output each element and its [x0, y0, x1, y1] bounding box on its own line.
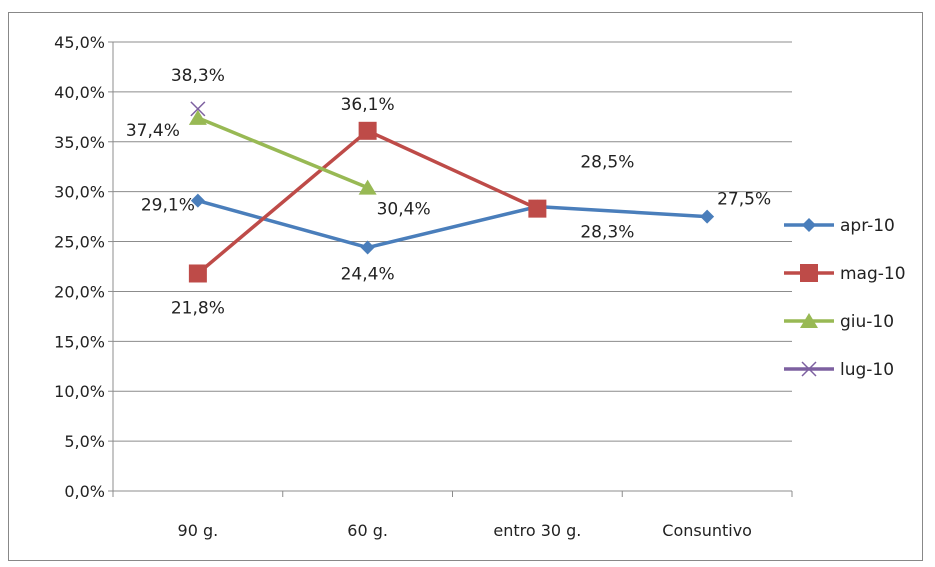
legend-marker — [802, 218, 816, 232]
data-point-giu-10 — [358, 179, 377, 195]
data-point-mag-10 — [188, 264, 207, 283]
data-label-apr-10: 27,5% — [717, 190, 771, 210]
x-tick-label: entro 30 g. — [493, 521, 581, 540]
data-label-apr-10: 24,4% — [341, 265, 395, 285]
legend-label: mag-10 — [840, 264, 906, 284]
legend-item-lug-10: lug-10 — [784, 360, 894, 380]
y-axis-ticks: 0,0% 5,0% 10,0% 15,0% 20,0% 25,0% 30,0% 35,0% 40… — [54, 33, 105, 501]
x-tick-label: Consuntivo — [662, 521, 752, 540]
data-labels: 29,1% 24,4% 28,5% 27,5% 21,8% 36,1% 28,3% 37,4%… — [126, 66, 771, 319]
data-label-apr-10: 29,1% — [141, 196, 195, 216]
y-tick-label: 30,0% — [54, 183, 105, 202]
y-tick-label: 40,0% — [54, 83, 105, 102]
data-label-apr-10: 28,5% — [580, 153, 634, 173]
chart-frame — [8, 12, 923, 561]
data-point-lug-10 — [190, 101, 206, 117]
legend-marker — [800, 264, 818, 282]
data-point-giu-10 — [188, 109, 207, 125]
data-label-mag-10: 36,1% — [341, 95, 395, 115]
data-point-apr-10 — [190, 193, 205, 208]
data-label-giu-10: 37,4% — [126, 121, 180, 141]
data-point-apr-10 — [700, 209, 715, 224]
data-point-apr-10 — [360, 240, 375, 255]
x-tick-label: 90 g. — [178, 521, 219, 540]
y-tick-label: 10,0% — [54, 382, 105, 401]
y-tick-label: 45,0% — [54, 33, 105, 52]
y-tick-label: 5,0% — [64, 432, 105, 451]
marker-stroke — [190, 101, 206, 117]
y-tick-label: 15,0% — [54, 332, 105, 351]
y-tick-label: 25,0% — [54, 233, 105, 252]
x-tick-label: 60 g. — [347, 521, 388, 540]
data-point-mag-10 — [528, 199, 547, 218]
legend: apr-10 mag-10 giu-10 lug-10 — [784, 216, 906, 380]
legend-marker — [801, 361, 817, 377]
series-line-giu-10 — [197, 116, 369, 190]
x-axis-ticks: 90 g. 60 g. entro 30 g. Consuntivo — [178, 521, 752, 540]
legend-item-giu-10: giu-10 — [784, 312, 894, 332]
data-label-lug-10: 38,3% — [171, 66, 225, 86]
data-label-mag-10: 21,8% — [171, 298, 225, 318]
legend-item-apr-10: apr-10 — [784, 216, 895, 236]
marker-stroke — [801, 361, 817, 377]
y-tick-label: 0,0% — [64, 482, 105, 501]
legend-label: lug-10 — [840, 360, 894, 380]
legend-marker — [800, 313, 818, 328]
data-point-mag-10 — [358, 121, 377, 140]
axes — [108, 41, 793, 497]
series-line-apr-10 — [197, 198, 708, 250]
y-tick-label: 20,0% — [54, 282, 105, 301]
legend-item-mag-10: mag-10 — [784, 264, 906, 284]
data-label-mag-10: 28,3% — [580, 223, 634, 243]
gridlines — [113, 41, 792, 442]
data-label-giu-10: 30,4% — [377, 200, 431, 220]
series-lines — [188, 101, 715, 283]
y-tick-label: 35,0% — [54, 133, 105, 152]
legend-label: apr-10 — [840, 216, 895, 236]
legend-label: giu-10 — [840, 312, 894, 332]
